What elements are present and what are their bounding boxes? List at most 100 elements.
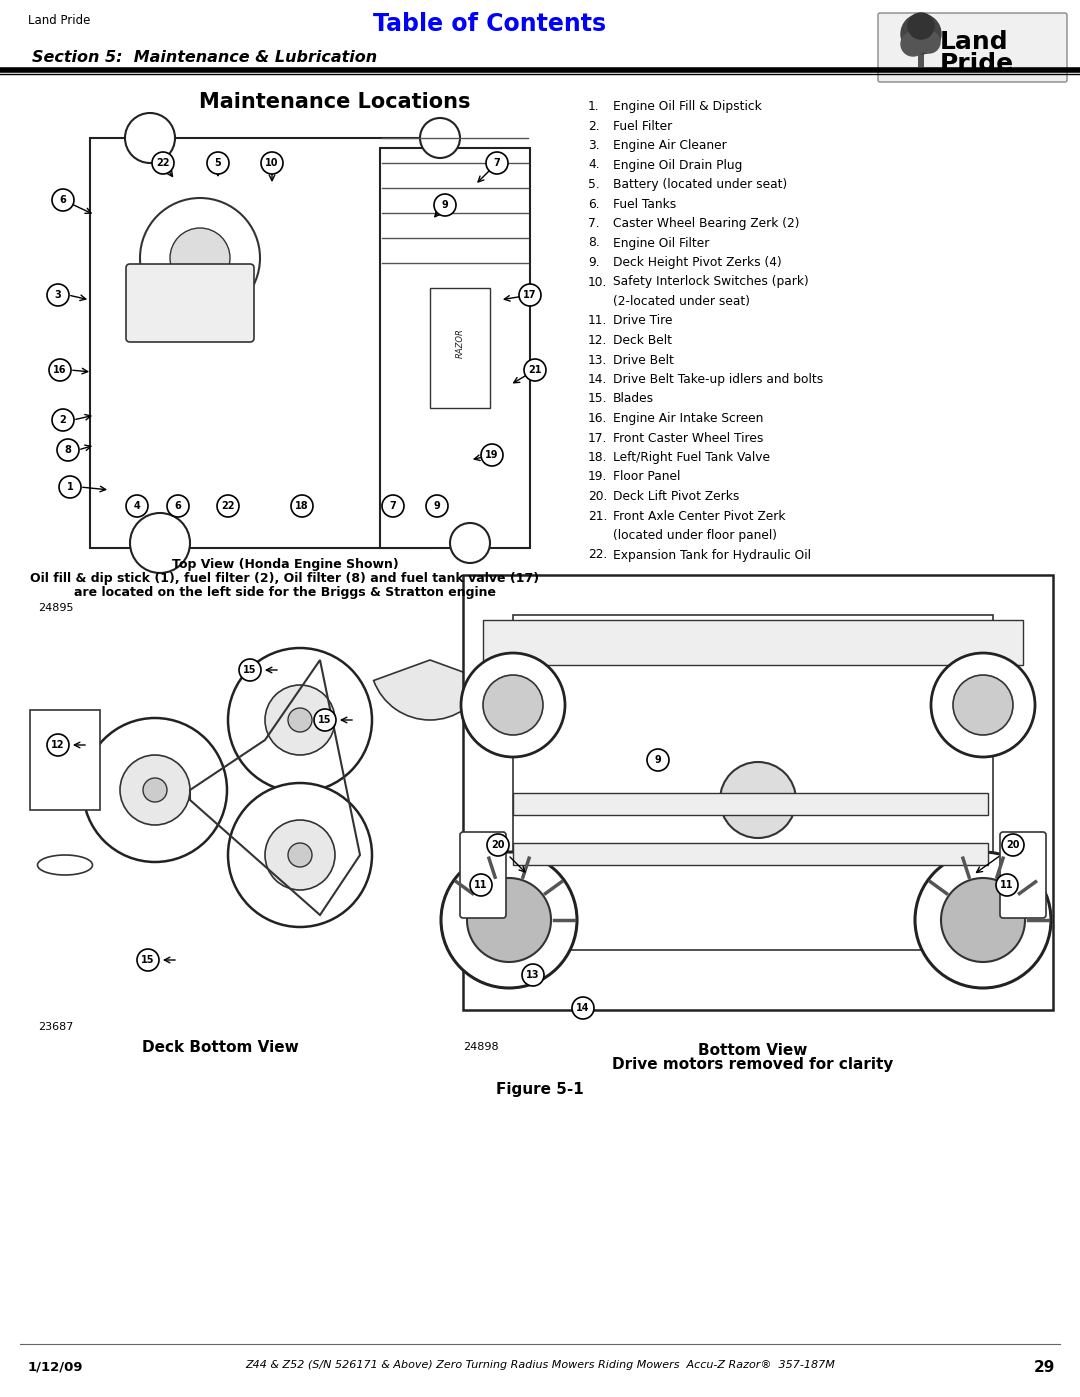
Circle shape [49, 359, 71, 381]
Circle shape [228, 648, 372, 792]
Text: 3: 3 [55, 291, 62, 300]
Text: 11.: 11. [588, 314, 607, 327]
Text: Deck Lift Pivot Zerks: Deck Lift Pivot Zerks [613, 490, 740, 503]
Text: Left/Right Fuel Tank Valve: Left/Right Fuel Tank Valve [613, 451, 770, 464]
Circle shape [217, 495, 239, 517]
Circle shape [522, 964, 544, 986]
Circle shape [291, 495, 313, 517]
Text: Floor Panel: Floor Panel [613, 471, 680, 483]
Circle shape [901, 14, 941, 54]
Circle shape [120, 754, 190, 826]
Circle shape [239, 659, 261, 680]
Text: Pride: Pride [940, 52, 1014, 75]
Text: 15: 15 [141, 956, 154, 965]
Circle shape [953, 675, 1013, 735]
Text: (located under floor panel): (located under floor panel) [613, 529, 777, 542]
FancyBboxPatch shape [513, 615, 993, 950]
Text: 24898: 24898 [463, 1042, 499, 1052]
Text: Front Axle Center Pivot Zerk: Front Axle Center Pivot Zerk [613, 510, 785, 522]
Bar [918, 49, 924, 67]
Circle shape [647, 749, 669, 771]
Circle shape [59, 476, 81, 497]
Text: 22: 22 [157, 158, 170, 168]
FancyBboxPatch shape [126, 264, 254, 342]
Circle shape [83, 718, 227, 862]
Text: 1/12/09: 1/12/09 [28, 1361, 83, 1373]
Circle shape [720, 761, 796, 838]
Text: Engine Oil Filter: Engine Oil Filter [613, 236, 710, 250]
Text: 12: 12 [51, 740, 65, 750]
Text: Engine Oil Drain Plug: Engine Oil Drain Plug [613, 158, 742, 172]
Text: Front Caster Wheel Tires: Front Caster Wheel Tires [613, 432, 764, 444]
Circle shape [915, 852, 1051, 988]
FancyBboxPatch shape [430, 288, 490, 408]
Text: 14.: 14. [588, 373, 607, 386]
Text: 8: 8 [65, 446, 71, 455]
Circle shape [519, 284, 541, 306]
Circle shape [901, 32, 924, 56]
FancyBboxPatch shape [1000, 833, 1047, 918]
Circle shape [170, 228, 230, 288]
Circle shape [52, 189, 75, 211]
Ellipse shape [38, 855, 93, 875]
Text: 11: 11 [474, 880, 488, 890]
Circle shape [207, 152, 229, 175]
Bar [30, 710, 100, 810]
Circle shape [137, 949, 159, 971]
Text: Deck Height Pivot Zerks (4): Deck Height Pivot Zerks (4) [613, 256, 782, 270]
Text: 1: 1 [67, 482, 73, 492]
Text: 9: 9 [654, 754, 661, 766]
Circle shape [470, 875, 492, 895]
Text: 4: 4 [134, 502, 140, 511]
Text: RAZOR: RAZOR [456, 328, 464, 358]
Text: 1.: 1. [588, 101, 599, 113]
Text: 7: 7 [390, 502, 396, 511]
Circle shape [1002, 834, 1024, 856]
Text: Engine Air Cleaner: Engine Air Cleaner [613, 138, 727, 152]
Text: 17.: 17. [588, 432, 607, 444]
Text: 13.: 13. [588, 353, 607, 366]
FancyBboxPatch shape [463, 576, 1053, 1010]
Text: 20.: 20. [588, 490, 607, 503]
Text: 15.: 15. [588, 393, 607, 405]
Circle shape [265, 820, 335, 890]
Circle shape [441, 852, 577, 988]
Text: Caster Wheel Bearing Zerk (2): Caster Wheel Bearing Zerk (2) [613, 217, 799, 231]
Text: 20: 20 [1007, 840, 1020, 849]
Text: Drive Belt Take-up idlers and bolts: Drive Belt Take-up idlers and bolts [613, 373, 823, 386]
Text: Drive Belt: Drive Belt [613, 353, 674, 366]
FancyBboxPatch shape [513, 793, 988, 814]
Circle shape [382, 495, 404, 517]
Text: Fuel Filter: Fuel Filter [613, 120, 672, 133]
Circle shape [461, 652, 565, 757]
FancyBboxPatch shape [878, 13, 1067, 82]
Circle shape [228, 782, 372, 928]
Circle shape [483, 675, 543, 735]
Text: Table of Contents: Table of Contents [374, 13, 607, 36]
Circle shape [288, 842, 312, 868]
Text: Expansion Tank for Hydraulic Oil: Expansion Tank for Hydraulic Oil [613, 549, 811, 562]
Text: Engine Air Intake Screen: Engine Air Intake Screen [613, 412, 764, 425]
Text: Fuel Tanks: Fuel Tanks [613, 197, 676, 211]
Text: 19.: 19. [588, 471, 607, 483]
Text: Safety Interlock Switches (park): Safety Interlock Switches (park) [613, 275, 809, 289]
Text: 19: 19 [485, 450, 499, 460]
Text: Battery (located under seat): Battery (located under seat) [613, 177, 787, 191]
Text: Maintenance Locations: Maintenance Locations [199, 92, 471, 112]
Text: 8.: 8. [588, 236, 599, 250]
Circle shape [487, 834, 509, 856]
Text: 21: 21 [528, 365, 542, 374]
Text: 9: 9 [442, 200, 448, 210]
Circle shape [931, 652, 1035, 757]
Text: 10: 10 [266, 158, 279, 168]
Text: 11: 11 [1000, 880, 1014, 890]
Circle shape [288, 708, 312, 732]
Text: 6: 6 [175, 502, 181, 511]
Text: Oil fill & dip stick (1), fuel filter (2), Oil filter (8) and fuel tank valve (1: Oil fill & dip stick (1), fuel filter (2… [30, 571, 540, 585]
Text: 12.: 12. [588, 334, 607, 346]
Text: 22.: 22. [588, 549, 607, 562]
Circle shape [52, 409, 75, 432]
Text: Deck Bottom View: Deck Bottom View [141, 1039, 298, 1055]
Text: 18: 18 [295, 502, 309, 511]
Circle shape [426, 495, 448, 517]
